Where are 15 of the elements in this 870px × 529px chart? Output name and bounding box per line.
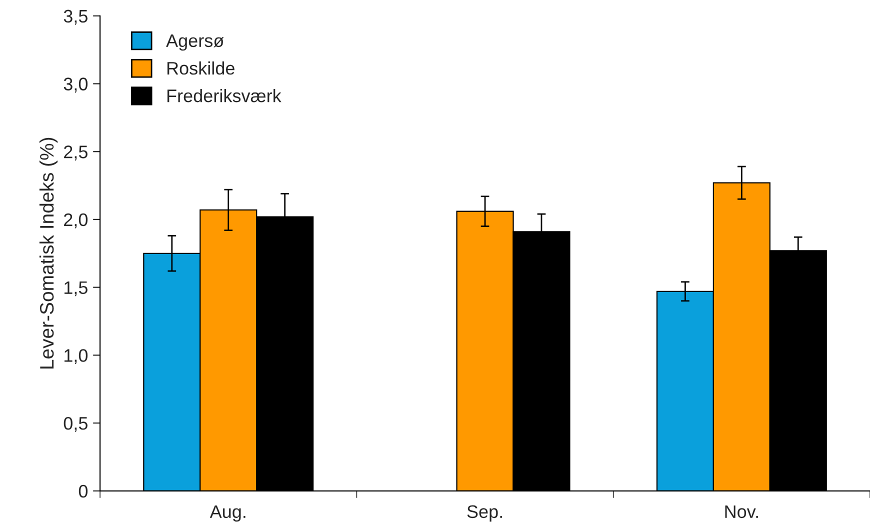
y-axis-title: Lever-Somatisk Indeks (%)	[39, 138, 58, 368]
y-tick-label: 3,0	[64, 78, 88, 93]
y-tick-label: 0	[78, 484, 88, 498]
y-tick-label: 1,0	[64, 349, 88, 364]
y-tick-label: 0,5	[64, 416, 88, 432]
y-tick-label: 3,5	[64, 10, 88, 25]
y-tick-label: 2,5	[64, 146, 88, 160]
legend-label: Frederiksværk	[167, 89, 282, 102]
y-tick-label: 1,5	[64, 281, 88, 296]
legend-label: Roskilde	[167, 61, 234, 75]
x-tick-label: Aug.	[210, 505, 246, 522]
legend-label: Agersø	[166, 34, 224, 51]
y-tick-label: 2,0	[64, 213, 88, 228]
x-tick-label: Nov.	[725, 505, 758, 518]
x-tick-label: Sep.	[467, 505, 502, 522]
